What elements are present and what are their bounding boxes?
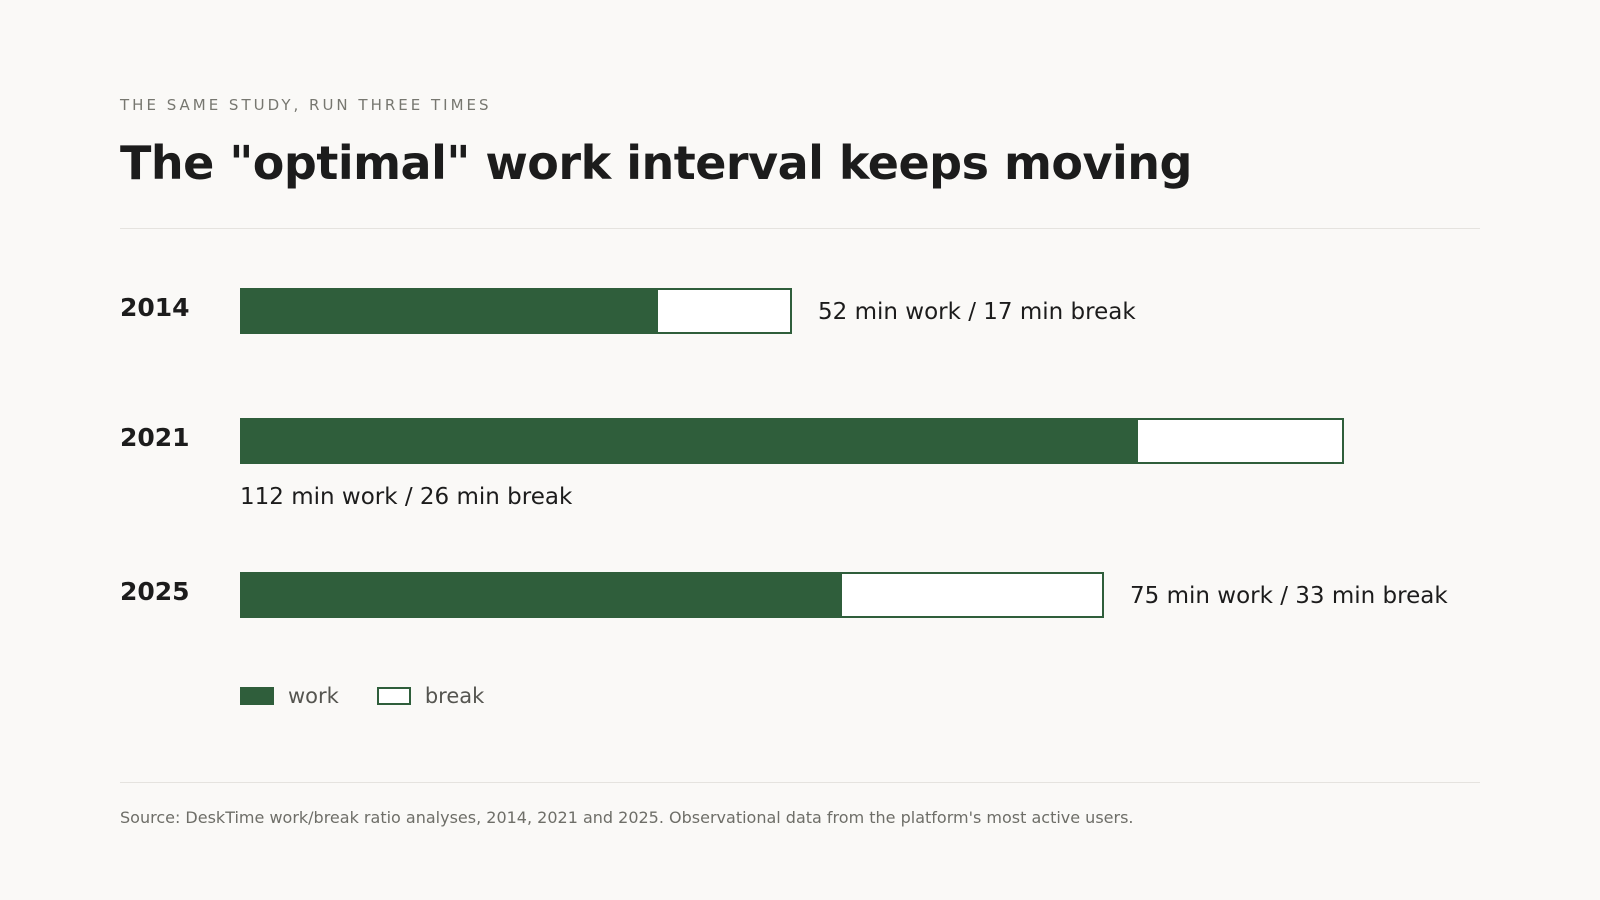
chart-legend: work break bbox=[240, 684, 522, 708]
bar-break-2025 bbox=[840, 572, 1104, 618]
data-label-2014: 52 min work / 17 min break bbox=[818, 299, 1136, 325]
legend-label-break: break bbox=[424, 684, 485, 708]
bar-work-2021 bbox=[240, 418, 1136, 464]
data-label-2021: 112 min work / 26 min break bbox=[240, 484, 573, 510]
source-note: Source: DeskTime work/break ratio analys… bbox=[120, 808, 1134, 827]
bar-work-2025 bbox=[240, 572, 840, 618]
bar-break-2014 bbox=[656, 288, 792, 334]
legend-item-work: work bbox=[240, 684, 339, 708]
chart-title: The "optimal" work interval keeps moving bbox=[120, 136, 1192, 190]
data-label-2025: 75 min work / 33 min break bbox=[1130, 583, 1448, 609]
bar-break-2021 bbox=[1136, 418, 1344, 464]
legend-label-work: work bbox=[288, 684, 339, 708]
chart-kicker: THE SAME STUDY, RUN THREE TIMES bbox=[120, 96, 492, 114]
bar-work-2014 bbox=[240, 288, 656, 334]
top-divider bbox=[120, 228, 1480, 229]
legend-item-break: break bbox=[376, 684, 485, 708]
category-label-2021: 2021 bbox=[120, 423, 190, 452]
category-label-2014: 2014 bbox=[120, 293, 190, 322]
category-label-2025: 2025 bbox=[120, 577, 190, 606]
legend-swatch-work bbox=[240, 687, 274, 705]
bottom-divider bbox=[120, 782, 1480, 783]
legend-swatch-break bbox=[376, 687, 411, 705]
